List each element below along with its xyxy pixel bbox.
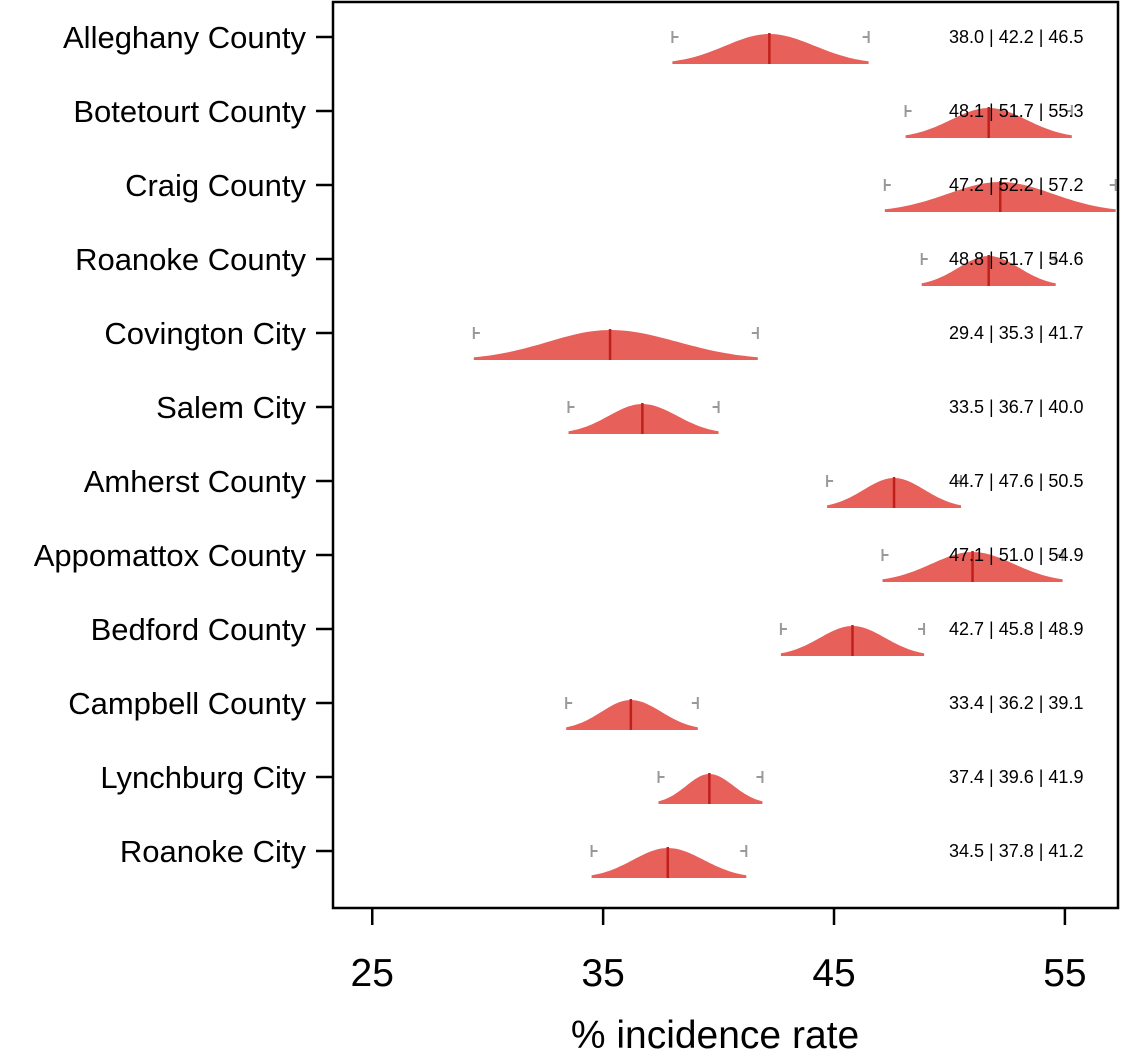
row-bedford-county: 42.7 | 45.8 | 48.9	[779, 619, 1083, 656]
ci-label: 47.1 | 51.0 | 54.9	[949, 545, 1083, 565]
x-tick-label: 45	[812, 952, 855, 995]
category-label: Botetourt County	[73, 94, 306, 129]
row-alleghany-county: 38.0 | 42.2 | 46.5	[671, 27, 1083, 64]
x-tick-label: 25	[351, 952, 394, 995]
category-label: Campbell County	[68, 686, 306, 721]
ci-label: 37.4 | 39.6 | 41.9	[949, 767, 1083, 787]
row-salem-city: 33.5 | 36.7 | 40.0	[567, 397, 1083, 434]
ci-label: 48.1 | 51.7 | 55.3	[949, 101, 1083, 121]
row-lynchburg-city: 37.4 | 39.6 | 41.9	[657, 767, 1083, 804]
ci-label: 38.0 | 42.2 | 46.5	[949, 27, 1083, 47]
row-amherst-county: 44.7 | 47.6 | 50.5	[826, 471, 1083, 508]
row-appomattox-county: 47.1 | 51.0 | 54.9	[881, 545, 1083, 582]
plot-area: 38.0 | 42.2 | 46.5 48.1 | 51.7 | 55.3 47.2…	[472, 27, 1117, 878]
row-campbell-county: 33.4 | 36.2 | 39.1	[565, 693, 1083, 730]
ci-label: 34.5 | 37.8 | 41.2	[949, 841, 1083, 861]
category-label: Roanoke City	[120, 834, 307, 869]
ci-label: 33.5 | 36.7 | 40.0	[949, 397, 1083, 417]
x-axis-title: % incidence rate	[571, 1014, 859, 1057]
category-label: Lynchburg City	[100, 760, 306, 795]
category-label: Amherst County	[84, 464, 307, 499]
axes: Alleghany County Botetourt County Craig Co…	[34, 20, 1087, 995]
row-covington-city: 29.4 | 35.3 | 41.7	[472, 323, 1083, 360]
row-botetourt-county: 48.1 | 51.7 | 55.3	[904, 101, 1083, 138]
category-label: Roanoke County	[75, 242, 306, 277]
category-label: Alleghany County	[63, 20, 306, 55]
row-craig-county: 47.2 | 52.2 | 57.2	[883, 175, 1117, 212]
density-ridge	[473, 330, 758, 360]
ci-label: 33.4 | 36.2 | 39.1	[949, 693, 1083, 713]
category-label: Covington City	[104, 316, 306, 351]
ci-label: 44.7 | 47.6 | 50.5	[949, 471, 1083, 491]
row-roanoke-county: 48.8 | 51.7 | 54.6	[920, 249, 1083, 286]
ci-label: 29.4 | 35.3 | 41.7	[949, 323, 1083, 343]
ci-label: 47.2 | 52.2 | 57.2	[949, 175, 1083, 195]
row-roanoke-city: 34.5 | 37.8 | 41.2	[590, 841, 1083, 878]
x-tick-label: 35	[581, 952, 624, 995]
x-tick-label: 55	[1043, 952, 1086, 995]
plot-frame	[331, 0, 1120, 910]
category-label: Salem City	[156, 390, 306, 425]
category-label: Appomattox County	[34, 538, 307, 573]
category-label: Craig County	[125, 168, 306, 203]
ci-label: 42.7 | 45.8 | 48.9	[949, 619, 1083, 639]
ci-label: 48.8 | 51.7 | 54.6	[949, 249, 1083, 269]
category-label: Bedford County	[91, 612, 307, 647]
